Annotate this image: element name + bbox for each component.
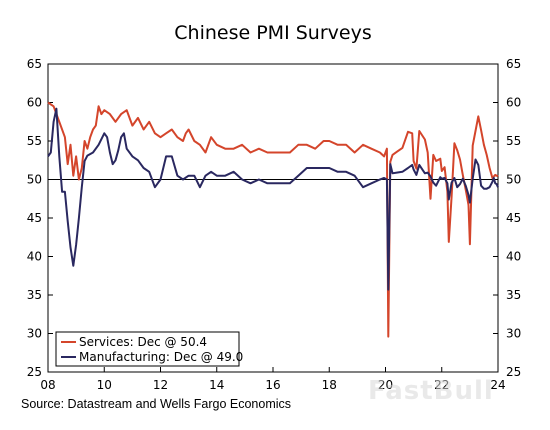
y-tick-label-right: 35 bbox=[506, 288, 521, 302]
chart-title: Chinese PMI Surveys bbox=[174, 22, 371, 44]
y-tick-label-left: 40 bbox=[27, 250, 42, 264]
services-line bbox=[47, 101, 499, 338]
x-tick-label: 22 bbox=[434, 378, 449, 392]
x-tick-label: 08 bbox=[40, 378, 55, 392]
y-tick-label-left: 55 bbox=[27, 134, 42, 148]
source-note: Source: Datastream and Wells Fargo Econo… bbox=[21, 397, 292, 411]
y-tick-label-left: 35 bbox=[27, 288, 42, 302]
x-tick-label: 18 bbox=[322, 378, 337, 392]
y-tick-label-right: 55 bbox=[506, 134, 521, 148]
x-tick-label: 24 bbox=[490, 378, 505, 392]
x-tick-label: 10 bbox=[97, 378, 112, 392]
plot-frame bbox=[47, 63, 499, 373]
legend-label-services: Services: Dec @ 50.4 bbox=[79, 335, 207, 349]
y-tick-label-left: 45 bbox=[27, 211, 42, 225]
y-tick-label-right: 40 bbox=[506, 250, 521, 264]
y-tick-label-right: 60 bbox=[506, 96, 521, 110]
y-tick-label-right: 30 bbox=[506, 327, 521, 341]
x-tick-label: 16 bbox=[265, 378, 280, 392]
x-tick-label: 20 bbox=[378, 378, 393, 392]
y-tick-label-right: 50 bbox=[506, 173, 521, 187]
legend-box bbox=[55, 331, 240, 367]
y-tick-label-right: 65 bbox=[506, 57, 521, 71]
x-tick-label: 12 bbox=[153, 378, 168, 392]
y-tick-label-left: 65 bbox=[27, 57, 42, 71]
y-tick-label-right: 45 bbox=[506, 211, 521, 225]
y-tick-label-left: 60 bbox=[27, 96, 42, 110]
y-tick-label-left: 30 bbox=[27, 327, 42, 341]
watermark-logo: FastBull bbox=[368, 376, 494, 406]
x-tick-label: 14 bbox=[209, 378, 224, 392]
y-tick-label-left: 25 bbox=[27, 365, 42, 379]
y-tick-label-left: 50 bbox=[27, 173, 42, 187]
manufacturing-line bbox=[47, 107, 499, 291]
y-tick-label-right: 25 bbox=[506, 365, 521, 379]
legend-label-manufacturing: Manufacturing: Dec @ 49.0 bbox=[79, 350, 243, 364]
